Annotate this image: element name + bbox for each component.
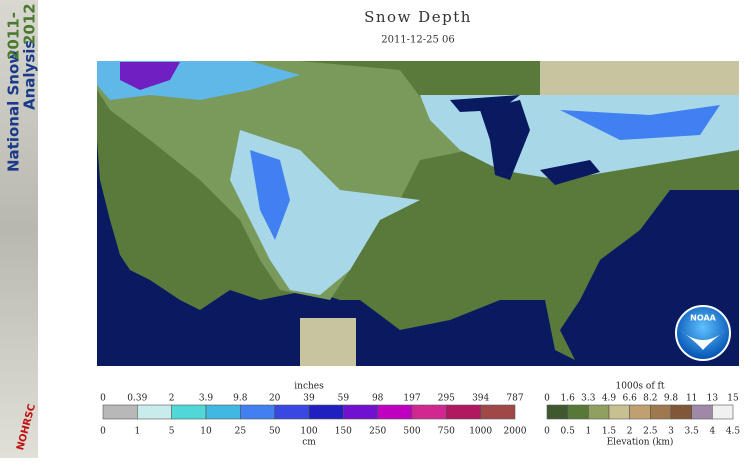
legend-unit-bottom: Elevation (km) [607, 437, 674, 448]
noaa-text: NOAA [690, 314, 716, 323]
legend-swatch [691, 404, 713, 420]
sidebar [0, 0, 38, 458]
legend-label-bottom: 2000 [504, 427, 527, 437]
legend-label-top: 787 [506, 394, 523, 404]
sidebar-title-2: Analysis [21, 40, 39, 110]
map: NOAA [97, 61, 739, 366]
legend-label-bottom: 25 [235, 427, 247, 437]
legend-label-bottom: 10 [200, 427, 212, 437]
noaa-gull [680, 330, 726, 350]
legend-label-bottom: 0.5 [561, 427, 576, 437]
legend-label-bottom: 2.5 [643, 427, 658, 437]
legend-label-top: 3.3 [581, 394, 596, 404]
legend-label-bottom: 100 [300, 427, 317, 437]
legend-label-bottom: 4 [709, 427, 715, 437]
legend-unit-top: inches [294, 382, 324, 392]
legend-label-top: 13 [707, 394, 719, 404]
legend-label-top: 197 [403, 394, 420, 404]
legend-swatch [629, 404, 651, 420]
legend-swatch [274, 404, 310, 420]
legend-swatch [608, 404, 630, 420]
legend-unit-bottom: cm [302, 438, 316, 448]
mexico-area [300, 318, 356, 366]
legend-label-bottom: 250 [369, 427, 386, 437]
lake-superior [450, 95, 520, 112]
legend-label-top: 0 [544, 394, 550, 404]
legend-label-top: 20 [269, 394, 281, 404]
legend-label-top: 1.6 [561, 394, 576, 404]
legend-label-top: 59 [338, 394, 350, 404]
legend-label-top: 2 [169, 394, 175, 404]
legend-label-top: 0 [100, 394, 106, 404]
legend-swatch [670, 404, 692, 420]
sidebar-years-1: 2011- [5, 12, 23, 60]
legend-label-top: 39 [303, 394, 315, 404]
legend-label-top: 4.9 [602, 394, 617, 404]
snow-deep [120, 62, 180, 90]
noaa-logo [675, 305, 731, 361]
legend-label-top: 15 [727, 394, 739, 404]
legend-label-bottom: 1.5 [602, 427, 617, 437]
legend-label-bottom: 1000 [469, 427, 492, 437]
legend-label-top: 9.8 [664, 394, 679, 404]
legend-label-bottom: 500 [403, 427, 420, 437]
legend-label-bottom: 0 [100, 427, 106, 437]
legend-swatch [205, 404, 241, 420]
legend-swatch [480, 404, 516, 420]
legend-label-top: 8.2 [643, 394, 657, 404]
legend-label-top: 3.9 [199, 394, 214, 404]
legend-label-bottom: 3.5 [685, 427, 700, 437]
timestamp: 2011-12-25 06 [381, 35, 455, 46]
legend-unit-top: 1000s of ft [616, 382, 665, 392]
legend-label-top: 98 [372, 394, 384, 404]
legend-swatch [650, 404, 672, 420]
sidebar-years-2: 2012 [21, 3, 39, 45]
legend-label-bottom: 2 [627, 427, 633, 437]
legend-swatch [712, 404, 734, 420]
legend-swatch [137, 404, 172, 420]
legend-label-bottom: 0 [544, 427, 550, 437]
legend-label-bottom: 4.5 [726, 427, 741, 437]
snow-maine [560, 105, 720, 140]
sidebar-title-1: National Snow [5, 50, 23, 172]
snow-rockies [250, 150, 290, 240]
sidebar-title: National Snow 2011- Analysis 2012 [5, 3, 39, 172]
legend-label-bottom: 5 [169, 427, 175, 437]
legend-swatch [546, 404, 568, 420]
legend-label-bottom: 750 [438, 427, 455, 437]
legend-swatch [171, 404, 207, 420]
legend-label-bottom: 150 [335, 427, 352, 437]
legend-label-bottom: 1 [585, 427, 591, 437]
legend-swatch [102, 404, 138, 420]
legend-swatch [411, 404, 447, 420]
legend-swatch [446, 404, 481, 420]
legend-label-bottom: 50 [269, 427, 281, 437]
lake-michigan [480, 100, 530, 180]
legend-label-top: 0.39 [127, 394, 147, 404]
legend-swatch [567, 404, 589, 420]
legend-swatch [240, 404, 275, 420]
canada-area [540, 61, 739, 95]
legend-label-top: 6.6 [623, 394, 638, 404]
legend-swatch [377, 404, 413, 420]
legend-label-top: 11 [686, 394, 697, 404]
legend-label-top: 394 [472, 394, 489, 404]
legend-label-top: 9.8 [233, 394, 248, 404]
lake-erie [540, 160, 600, 185]
legend-label-top: 295 [438, 394, 455, 404]
legend-label-bottom: 3 [668, 427, 674, 437]
legend-swatch [343, 404, 378, 420]
legend-swatch [588, 404, 610, 420]
legend-label-bottom: 1 [134, 427, 140, 437]
title: Snow Depth [364, 8, 472, 26]
legend-swatch [308, 404, 344, 420]
